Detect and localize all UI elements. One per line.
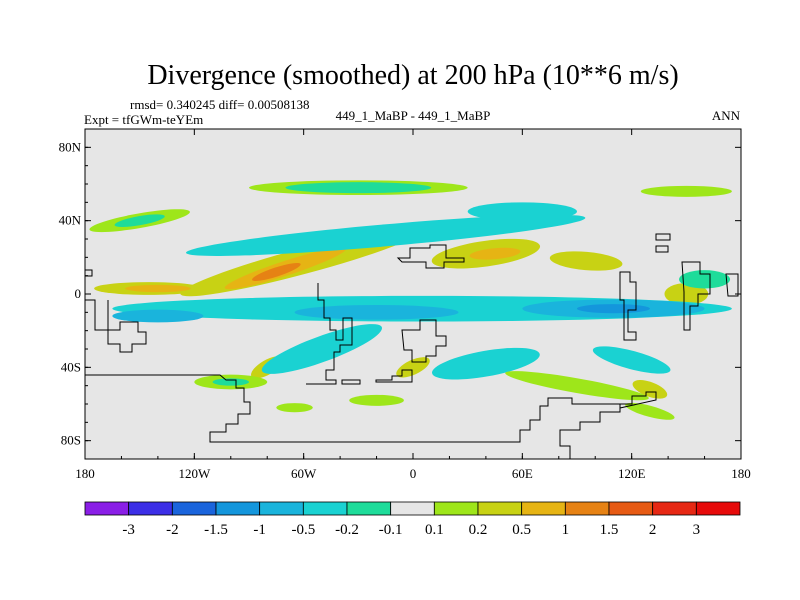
stats-text: rmsd= 0.340245 diff= 0.00508138 bbox=[130, 97, 309, 112]
coastline-africa bbox=[396, 244, 465, 363]
coastline-antarctica bbox=[85, 374, 621, 459]
colorbar-label: -3 bbox=[122, 522, 135, 538]
colorbar-box-13 bbox=[652, 501, 697, 516]
colorbar-label: 1.5 bbox=[600, 522, 619, 538]
colorbar-box-14 bbox=[695, 501, 741, 516]
colorbar-label: -2 bbox=[166, 522, 179, 538]
colorbar-box-2 bbox=[171, 501, 217, 516]
field-patch-29 bbox=[212, 378, 249, 386]
y-tick-label: 40N bbox=[59, 213, 82, 228]
experiment-label: Expt = tfGWm-teYEm bbox=[84, 112, 203, 127]
field-patch-31 bbox=[625, 402, 675, 420]
colorbar-box-5 bbox=[302, 501, 348, 516]
colorbar-label: -1 bbox=[253, 522, 266, 538]
field-patch-33 bbox=[679, 270, 731, 289]
field-patch-11 bbox=[632, 380, 668, 399]
colorbar-box-8 bbox=[433, 501, 479, 516]
coastline-asia bbox=[619, 233, 739, 341]
field-patch-24 bbox=[285, 182, 432, 194]
colorbar-box-1 bbox=[128, 501, 173, 516]
x-tick-label: 60W bbox=[291, 466, 317, 481]
coastline-americas bbox=[306, 283, 353, 385]
season-label: ANN bbox=[712, 108, 741, 123]
field-patch-7 bbox=[549, 251, 623, 271]
x-tick-label: 120W bbox=[178, 466, 211, 481]
colorbar-label: -1.5 bbox=[204, 522, 228, 538]
y-tick-label: 80N bbox=[59, 139, 82, 154]
colorbar-box-9 bbox=[477, 501, 523, 516]
x-tick-label: 60E bbox=[512, 466, 533, 481]
colorbar-label: 3 bbox=[693, 522, 701, 538]
colorbar-box-7 bbox=[390, 501, 435, 516]
colorbar-labels: -3 -2 -1.5 -1 -0.5 -0.2 -0.1 0.1 0.2 0.5 1 1.5 2 3 bbox=[122, 522, 700, 538]
colorbar-label: -0.1 bbox=[379, 522, 403, 538]
field-patch-13 bbox=[294, 305, 459, 320]
chart-title: Divergence (smoothed) at 200 hPa (10**6 … bbox=[147, 60, 678, 91]
colorbar-box-12 bbox=[608, 501, 654, 516]
field-patch-17 bbox=[185, 214, 586, 256]
colorbar-label: -0.2 bbox=[335, 522, 359, 538]
field-patch-15 bbox=[577, 304, 650, 314]
colorbar-box-6 bbox=[346, 501, 392, 516]
y-tick-label: 40S bbox=[61, 359, 81, 374]
colorbar-box-10 bbox=[521, 501, 566, 516]
field-patch-32 bbox=[276, 403, 313, 413]
field-patch-2 bbox=[252, 262, 301, 282]
y-axis: 80N 40N 0 40S 80S bbox=[59, 128, 741, 460]
colorbar-label: 0.2 bbox=[469, 522, 488, 538]
x-tick-label: 180 bbox=[75, 466, 95, 481]
coastline-layer bbox=[85, 233, 739, 459]
coastline-greenland bbox=[341, 369, 413, 385]
field-patch-30 bbox=[349, 394, 404, 406]
y-tick-label: 0 bbox=[75, 286, 82, 301]
field-patch-26 bbox=[114, 214, 165, 227]
case-label: 449_1_MaBP - 449_1_MaBP bbox=[336, 108, 491, 123]
colorbar-box-3 bbox=[215, 501, 261, 516]
colorbar-label: 0.5 bbox=[512, 522, 531, 538]
y-tick-label: 80S bbox=[61, 433, 81, 448]
field-patch-18 bbox=[467, 202, 577, 221]
colorbar-box-11 bbox=[564, 501, 610, 516]
x-axis: 180 120W 60W 0 60E 120E 180 bbox=[75, 129, 751, 481]
colorbar-label: 0.1 bbox=[425, 522, 444, 538]
colorbar-box-0 bbox=[84, 501, 130, 516]
plot-area bbox=[85, 129, 741, 459]
x-tick-label: 120E bbox=[618, 466, 646, 481]
field-patch-6 bbox=[125, 284, 191, 293]
field-patch-27 bbox=[505, 371, 649, 401]
coastline-australia bbox=[619, 245, 669, 409]
colorbar-box-4 bbox=[259, 501, 304, 516]
colorbar-label: 2 bbox=[649, 522, 657, 538]
field-patch-23 bbox=[640, 185, 732, 197]
field-patch-8 bbox=[664, 283, 709, 305]
colorbar-label: 1 bbox=[562, 522, 570, 538]
x-tick-label: 180 bbox=[731, 466, 751, 481]
field-patch-21 bbox=[592, 346, 671, 374]
field-patch-16 bbox=[112, 309, 204, 323]
x-tick-label: 0 bbox=[410, 466, 417, 481]
coastline-west-pacific bbox=[85, 269, 147, 353]
colorbar-label: -0.5 bbox=[291, 522, 315, 538]
colorbar bbox=[84, 501, 741, 516]
field-patch-4 bbox=[469, 247, 521, 260]
field-patch-20 bbox=[432, 347, 540, 380]
